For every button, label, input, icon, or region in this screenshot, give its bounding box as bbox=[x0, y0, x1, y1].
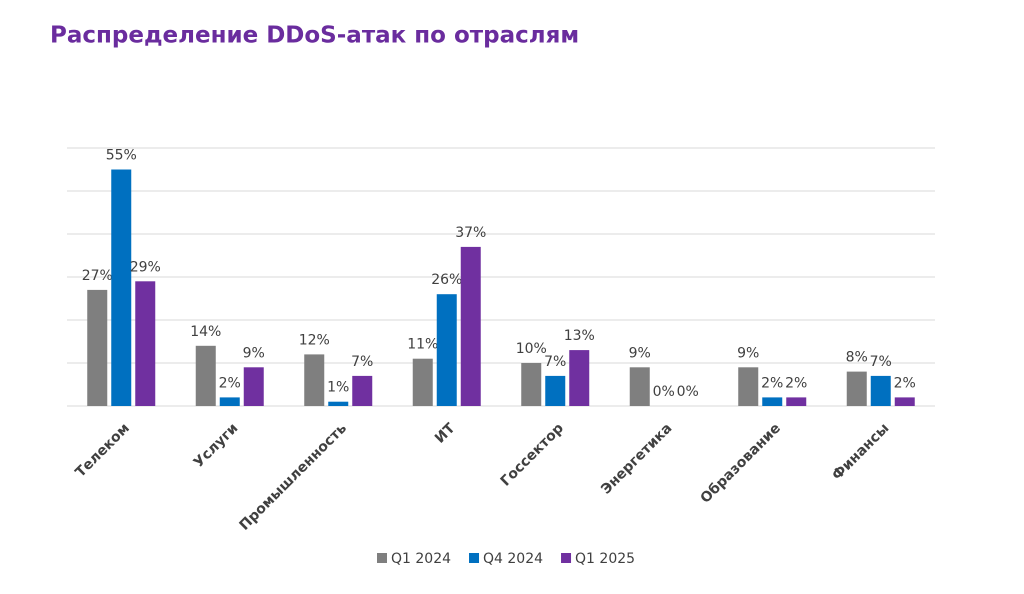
x-tick-label: Телеком bbox=[73, 420, 133, 480]
bar bbox=[436, 294, 457, 406]
bar bbox=[111, 169, 132, 406]
legend-swatch bbox=[377, 553, 387, 563]
bar bbox=[846, 371, 867, 406]
data-label: 7% bbox=[544, 354, 566, 370]
bar bbox=[352, 375, 373, 406]
data-label: 9% bbox=[737, 345, 759, 361]
data-label: 27% bbox=[82, 268, 113, 284]
x-tick-label: ИТ bbox=[432, 420, 459, 447]
data-label: 26% bbox=[431, 272, 462, 288]
data-label: 9% bbox=[629, 345, 651, 361]
bar bbox=[460, 246, 481, 406]
data-label: 14% bbox=[190, 324, 221, 340]
x-tick-label: Образование bbox=[698, 420, 784, 506]
data-label: 9% bbox=[243, 345, 265, 361]
legend-label: Q1 2025 bbox=[575, 551, 635, 567]
data-label: 0% bbox=[653, 384, 675, 400]
bar bbox=[786, 397, 807, 406]
legend-swatch bbox=[469, 553, 480, 563]
bar bbox=[894, 397, 915, 406]
bar bbox=[762, 397, 783, 406]
data-label: 2% bbox=[894, 375, 916, 391]
data-label: 12% bbox=[299, 332, 330, 348]
data-label: 11% bbox=[407, 337, 438, 353]
x-tick-label: Энергетика bbox=[598, 420, 675, 497]
legend-label: Q1 2024 bbox=[391, 551, 451, 567]
bar bbox=[569, 350, 590, 406]
x-tick-label: Промышленность bbox=[237, 420, 350, 533]
data-label: 2% bbox=[219, 375, 241, 391]
data-label: 1% bbox=[327, 380, 349, 396]
legend-label: Q4 2024 bbox=[483, 551, 543, 567]
bar bbox=[219, 397, 240, 406]
bar bbox=[870, 375, 891, 406]
data-label: 8% bbox=[846, 350, 868, 366]
x-tick-label: Финансы bbox=[829, 420, 892, 483]
data-label: 29% bbox=[130, 259, 161, 275]
bar bbox=[243, 367, 264, 406]
bar bbox=[521, 363, 542, 406]
data-label: 37% bbox=[455, 225, 486, 241]
data-label: 13% bbox=[564, 328, 595, 344]
chart-title: Распределение DDoS-атак по отраслям bbox=[50, 23, 579, 49]
bar bbox=[304, 354, 325, 406]
data-label: 55% bbox=[106, 148, 137, 164]
data-label: 2% bbox=[785, 375, 807, 391]
data-label: 0% bbox=[677, 384, 699, 400]
bar bbox=[195, 345, 216, 406]
x-tick-label: Услуги bbox=[191, 420, 242, 471]
bar bbox=[135, 281, 156, 406]
data-label: 10% bbox=[516, 341, 547, 357]
bar bbox=[629, 367, 650, 406]
data-label: 7% bbox=[870, 354, 892, 370]
bar bbox=[412, 358, 433, 406]
bar bbox=[738, 367, 759, 406]
bar bbox=[545, 375, 566, 406]
data-label: 2% bbox=[761, 375, 783, 391]
legend-swatch bbox=[561, 553, 572, 563]
bar bbox=[87, 289, 108, 406]
data-label: 7% bbox=[351, 354, 373, 370]
x-tick-label: Госсектор bbox=[498, 420, 567, 489]
bar bbox=[328, 401, 349, 406]
